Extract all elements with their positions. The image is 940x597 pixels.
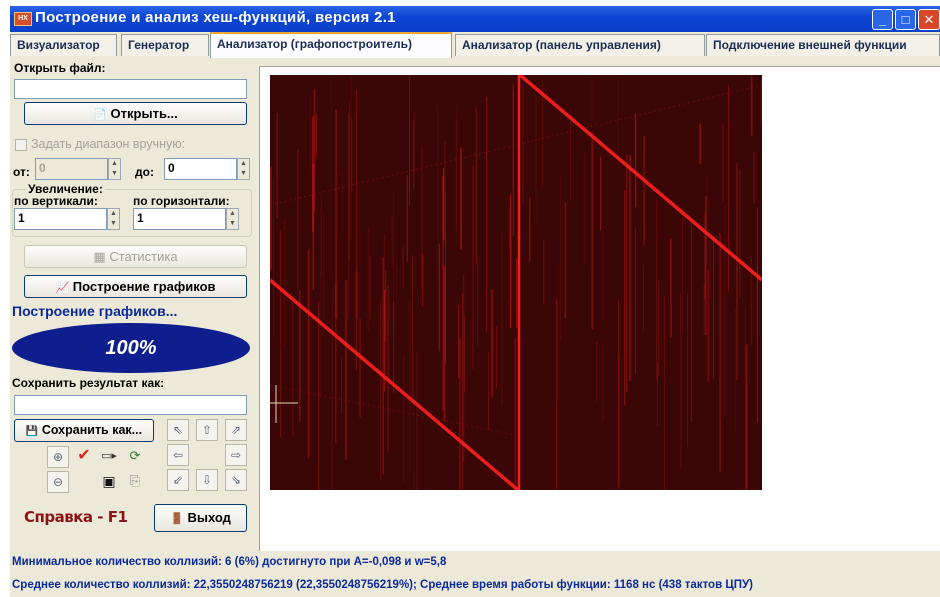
horizontal-zoom-spinner[interactable]: ▲ ▼ xyxy=(226,208,239,230)
avg-collisions-status: Среднее количество коллизий: 22,35502487… xyxy=(12,579,753,591)
save-as-button-label: Сохранить как... xyxy=(41,423,143,437)
pan-down-icon[interactable]: ⇩ xyxy=(196,469,218,491)
progress-status-text: Построение графиков... xyxy=(12,303,178,319)
close-button[interactable]: ✕ xyxy=(918,9,940,30)
open-button-label: Открыть... xyxy=(110,106,178,121)
manual-range-checkbox[interactable] xyxy=(15,139,27,151)
statistics-button[interactable]: ▦ Статистика xyxy=(24,245,247,268)
save-as-icon: 💾 xyxy=(25,426,39,437)
plot-graphs-button-label: Построение графиков xyxy=(72,279,216,294)
pan-right-icon[interactable]: ⇨ xyxy=(225,444,247,466)
from-field[interactable]: 0 xyxy=(35,158,108,180)
select-icon[interactable]: ▭▸ xyxy=(101,450,117,462)
vertical-zoom-field[interactable]: 1 xyxy=(14,208,107,230)
window-title: Построение и анализ хеш-функций, версия … xyxy=(35,9,396,26)
plot-main-band xyxy=(518,75,762,282)
save-result-label: Сохранить результат как: xyxy=(12,376,165,390)
copy-icon[interactable]: ⎘ xyxy=(129,473,141,488)
analyzer-panel: Открыть файл: 📄 Открыть... Задать диапаз… xyxy=(10,58,940,597)
save-as-button[interactable]: 💾 Сохранить как... xyxy=(14,419,154,442)
from-spinner[interactable]: ▲ ▼ xyxy=(108,158,121,180)
save-icon[interactable]: ▣ xyxy=(102,473,116,489)
help-text[interactable]: Справка - F1 xyxy=(24,508,128,526)
vertical-zoom-label: по вертикали: xyxy=(14,194,98,208)
pan-up-icon[interactable]: ⇧ xyxy=(196,419,218,441)
plot-background xyxy=(270,75,762,490)
save-file-field[interactable] xyxy=(14,395,247,415)
min-collisions-status: Минимальное количество коллизий: 6 (6%) … xyxy=(12,556,447,568)
door-icon: 🚪 xyxy=(170,513,184,525)
tab-analyzer-control-panel[interactable]: Анализатор (панель управления) xyxy=(455,34,705,56)
chart-icon: 📈 xyxy=(55,282,70,294)
maximize-button[interactable]: □ xyxy=(895,9,916,30)
to-label: до: xyxy=(135,165,154,179)
open-file-label: Открыть файл: xyxy=(14,61,106,75)
app-icon: HX xyxy=(14,12,32,26)
tab-strip: Визуализатор Генератор Анализатор (графо… xyxy=(10,32,940,58)
plot-graphs-button[interactable]: 📈 Построение графиков xyxy=(24,275,247,298)
vertical-zoom-spinner[interactable]: ▲ ▼ xyxy=(107,208,120,230)
pan-left-icon[interactable]: ⇦ xyxy=(167,444,189,466)
pan-up-right-icon[interactable]: ⇗ xyxy=(225,419,247,441)
open-file-icon: 📄 xyxy=(93,109,107,121)
checkmark-icon[interactable]: ✔ xyxy=(77,447,91,464)
refresh-icon[interactable]: ⟳ xyxy=(129,448,141,463)
exit-button-label: Выход xyxy=(187,510,231,525)
pan-down-right-icon[interactable]: ⇘ xyxy=(225,469,247,491)
zoom-title: Увеличение: xyxy=(26,182,105,196)
title-bar: HX Построение и анализ хеш-функций, верс… xyxy=(10,6,940,32)
pan-up-left-icon[interactable]: ⇖ xyxy=(167,419,189,441)
manual-range-label: Задать диапазон вручную: xyxy=(31,137,186,151)
progress-indicator: 100% xyxy=(12,323,250,373)
open-file-field[interactable] xyxy=(14,79,247,99)
tab-visualizer[interactable]: Визуализатор xyxy=(10,34,117,56)
plot-main-band xyxy=(270,278,520,490)
open-button[interactable]: 📄 Открыть... xyxy=(24,102,247,125)
zoom-out-icon[interactable]: ⊖ xyxy=(47,471,69,493)
zoom-groupbox xyxy=(12,189,252,237)
exit-button[interactable]: 🚪 Выход xyxy=(154,504,247,532)
plot-faint-diagonal xyxy=(270,384,516,436)
statistics-icon: ▦ xyxy=(93,249,106,264)
pan-down-left-icon[interactable]: ⇙ xyxy=(167,469,189,491)
minimize-button[interactable]: _ xyxy=(872,9,893,30)
to-field[interactable]: 0 xyxy=(164,158,237,180)
hash-function-plot[interactable] xyxy=(270,75,762,490)
from-label: от: xyxy=(13,165,30,179)
to-spinner[interactable]: ▲ ▼ xyxy=(237,158,250,180)
zoom-in-icon[interactable]: ⊕ xyxy=(47,446,69,468)
horizontal-zoom-field[interactable]: 1 xyxy=(133,208,226,230)
plot-frame xyxy=(259,66,940,551)
tab-generator[interactable]: Генератор xyxy=(121,34,209,56)
tab-external-function[interactable]: Подключение внешней функции xyxy=(706,34,940,56)
tab-analyzer-plotter[interactable]: Анализатор (графопостроитель) xyxy=(210,32,452,58)
horizontal-zoom-label: по горизонтали: xyxy=(133,194,230,208)
statistics-button-label: Статистика xyxy=(109,249,178,264)
